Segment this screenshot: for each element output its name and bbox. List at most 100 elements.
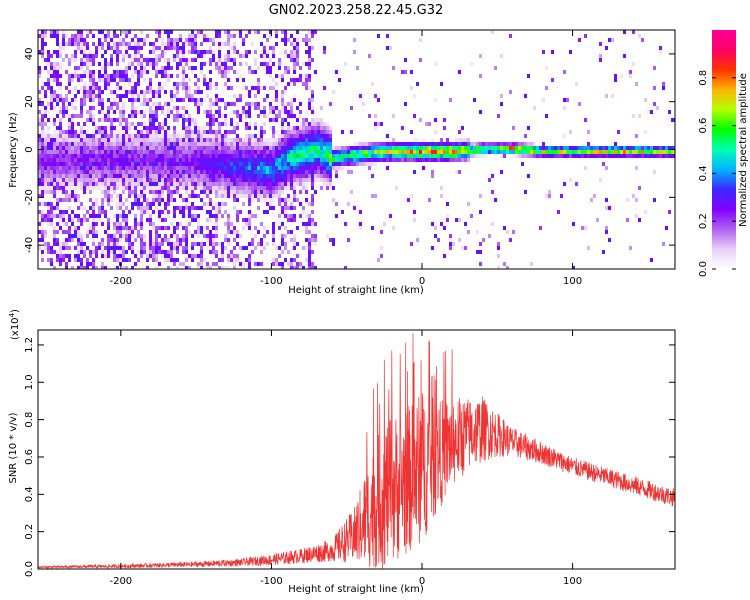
heat-cell	[248, 178, 251, 182]
heat-cell	[62, 166, 65, 170]
heat-cell	[272, 126, 275, 130]
heat-cell	[38, 134, 41, 138]
heat-cell	[71, 158, 74, 162]
heat-cell	[41, 86, 44, 90]
heat-cell	[260, 250, 263, 254]
heat-cell	[194, 214, 197, 218]
heat-cell	[185, 250, 188, 254]
heat-cell	[266, 54, 269, 58]
y-tick-label: 0.4	[24, 486, 35, 502]
heat-cell	[245, 194, 248, 198]
heat-cell	[287, 218, 290, 222]
heat-cell	[272, 226, 275, 230]
heat-cell	[194, 138, 197, 142]
heat-cell	[446, 202, 449, 206]
heat-cell	[266, 186, 269, 190]
heat-cell	[395, 142, 398, 146]
heat-cell	[176, 62, 179, 66]
heat-cell	[299, 78, 302, 82]
heat-cell	[107, 82, 110, 86]
heat-cell	[140, 222, 143, 226]
heat-cell	[200, 90, 203, 94]
heat-cell	[257, 166, 260, 170]
heat-cell	[50, 218, 53, 222]
heat-cell	[296, 46, 299, 50]
heat-cell	[119, 114, 122, 118]
heat-cell	[272, 46, 275, 50]
heat-cell	[248, 202, 251, 206]
heat-cell	[419, 154, 422, 158]
heat-cell	[242, 86, 245, 90]
heat-cell	[431, 142, 434, 146]
heat-cell	[191, 142, 194, 146]
y-tick-label: 1.0	[24, 374, 35, 390]
heat-cell	[251, 102, 254, 106]
heat-cell	[164, 234, 167, 238]
heat-cell	[314, 130, 317, 134]
heat-cell	[443, 226, 446, 230]
heat-cell	[197, 98, 200, 102]
heat-cell	[299, 138, 302, 142]
heat-cell	[314, 238, 317, 242]
heat-cell	[248, 146, 251, 150]
heat-cell	[68, 238, 71, 242]
heat-cell	[128, 122, 131, 126]
heat-cell	[362, 150, 365, 154]
heat-cell	[383, 222, 386, 226]
heat-cell	[194, 34, 197, 38]
heat-cell	[488, 142, 491, 146]
heat-cell	[209, 170, 212, 174]
heat-cell	[287, 206, 290, 210]
heat-cell	[206, 262, 209, 266]
heat-cell	[167, 74, 170, 78]
heat-cell	[215, 230, 218, 234]
heat-cell	[398, 150, 401, 154]
heat-cell	[56, 174, 59, 178]
heat-cell	[209, 142, 212, 146]
heat-cell	[317, 162, 320, 166]
heat-cell	[479, 210, 482, 214]
heat-cell	[179, 210, 182, 214]
heat-cell	[311, 194, 314, 198]
heat-cell	[167, 130, 170, 134]
heat-cell	[77, 78, 80, 82]
heat-cell	[503, 142, 506, 146]
heat-cell	[116, 218, 119, 222]
heat-cell	[164, 150, 167, 154]
heat-cell	[281, 78, 284, 82]
heat-cell	[158, 154, 161, 158]
heat-cell	[542, 146, 545, 150]
heat-cell	[428, 154, 431, 158]
heat-cell	[281, 206, 284, 210]
heat-cell	[86, 134, 89, 138]
heat-cell	[44, 30, 47, 34]
heat-cell	[224, 190, 227, 194]
heat-cell	[95, 182, 98, 186]
heat-cell	[413, 170, 416, 174]
heat-cell	[83, 174, 86, 178]
heat-cell	[191, 166, 194, 170]
heat-cell	[287, 154, 290, 158]
heat-cell	[191, 218, 194, 222]
heat-cell	[167, 190, 170, 194]
heat-cell	[326, 174, 329, 178]
heat-cell	[218, 158, 221, 162]
heat-cell	[122, 30, 125, 34]
heat-cell	[272, 194, 275, 198]
heat-cell	[125, 46, 128, 50]
heat-cell	[281, 222, 284, 226]
heat-cell	[38, 238, 41, 242]
heat-cell	[281, 146, 284, 150]
heat-cell	[413, 210, 416, 214]
heat-cell	[218, 98, 221, 102]
heat-cell	[47, 178, 50, 182]
heat-cell	[485, 142, 488, 146]
heat-cell	[215, 110, 218, 114]
heat-cell	[50, 206, 53, 210]
heat-cell	[608, 154, 611, 158]
heat-cell	[479, 110, 482, 114]
heat-cell	[452, 150, 455, 154]
heat-cell	[122, 166, 125, 170]
heat-cell	[128, 66, 131, 70]
x-tick-label: -100	[260, 576, 283, 587]
